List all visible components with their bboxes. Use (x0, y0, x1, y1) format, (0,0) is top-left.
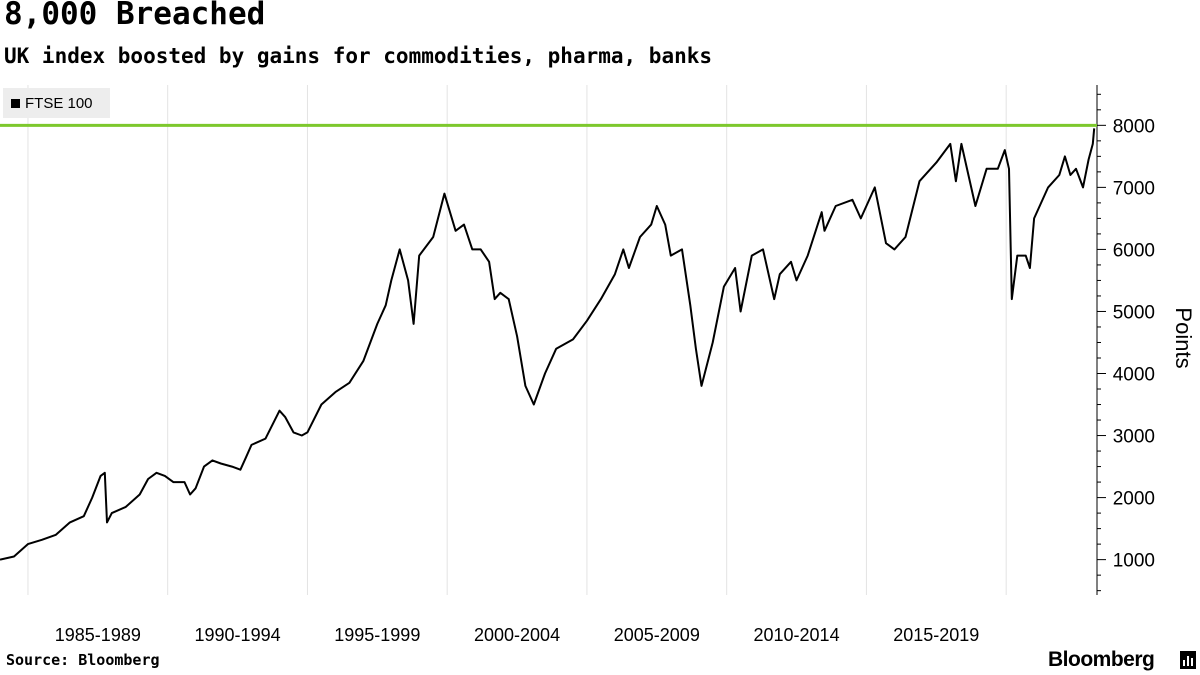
chart-subtitle: UK index boosted by gains for commoditie… (4, 44, 713, 68)
x-tick-label: 1985-1989 (55, 625, 141, 645)
legend-label-ftse-100: FTSE 100 (25, 94, 93, 112)
y-tick-label: 6000 (1113, 240, 1155, 261)
x-tick-label: 2015-2019 (893, 625, 979, 645)
bloomberg-terminal-icon (1180, 651, 1196, 669)
x-tick-label: 2010-2014 (754, 625, 840, 645)
y-tick-label: 3000 (1113, 427, 1155, 448)
x-tick-label: 2005-2009 (614, 625, 700, 645)
source-note: Source: Bloomberg (6, 651, 160, 669)
legend: FTSE 100 (3, 88, 110, 118)
x-tick-label: 1995-1999 (334, 625, 420, 645)
y-tick-label: 1000 (1113, 551, 1155, 572)
x-tick-label: 1990-1994 (195, 625, 281, 645)
legend-swatch (11, 98, 20, 108)
y-tick-label: 7000 (1113, 178, 1155, 199)
y-tick-label: 8000 (1113, 116, 1155, 137)
y-axis-title: Points (1171, 307, 1196, 368)
bloomberg-logo: Bloomberg (1048, 648, 1155, 671)
y-tick-label: 2000 (1113, 489, 1155, 510)
x-tick-label: 2000-2004 (474, 625, 560, 645)
y-tick-label: 5000 (1113, 302, 1155, 323)
series-line-ftse-100 (0, 128, 1096, 561)
y-tick-label: 4000 (1113, 365, 1155, 386)
chart-title: 8,000 Breached (4, 0, 266, 32)
